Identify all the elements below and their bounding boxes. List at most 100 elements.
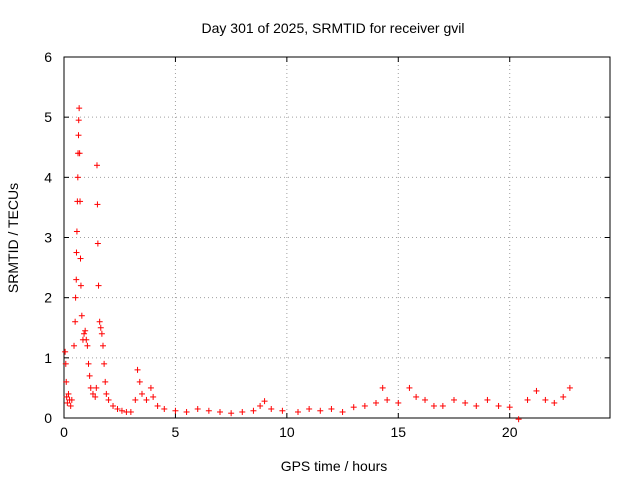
data-point [515, 416, 522, 423]
data-point [63, 378, 70, 385]
y-tick-label: 1 [44, 350, 52, 366]
data-point [228, 410, 235, 417]
data-point [72, 318, 79, 325]
data-point [75, 132, 82, 139]
data-point [462, 399, 469, 406]
data-point [205, 407, 212, 414]
data-point [551, 399, 558, 406]
data-point [114, 405, 121, 412]
data-point [268, 405, 275, 412]
data-point [524, 396, 531, 403]
data-point [495, 402, 502, 409]
data-point [384, 396, 391, 403]
data-point [542, 396, 549, 403]
data-point [62, 360, 69, 367]
x-tick-label: 15 [390, 424, 406, 440]
data-point [78, 312, 85, 319]
x-tick-label: 20 [502, 424, 518, 440]
data-point [257, 402, 264, 409]
data-point [84, 342, 91, 349]
chart-title: Day 301 of 2025, SRMTID for receiver gvi… [202, 20, 465, 36]
data-point [395, 399, 402, 406]
data-point [85, 360, 92, 367]
data-point [143, 396, 150, 403]
data-point [250, 407, 257, 414]
data-point [76, 105, 83, 112]
data-point [77, 198, 84, 205]
data-point [94, 240, 101, 247]
data-point [439, 402, 446, 409]
data-point [100, 342, 106, 349]
data-point [132, 396, 139, 403]
data-point [379, 384, 386, 391]
data-point [67, 402, 74, 409]
data-point [63, 393, 70, 400]
y-tick-label: 0 [44, 410, 52, 426]
data-point [566, 384, 573, 391]
data-point [183, 408, 190, 415]
data-point [64, 399, 71, 406]
data-point [71, 342, 78, 349]
data-point [92, 393, 99, 400]
data-point [533, 387, 540, 394]
y-tick-label: 6 [44, 49, 52, 65]
data-point [150, 393, 157, 400]
data-point [139, 390, 145, 397]
y-tick-label: 3 [44, 230, 52, 246]
data-point [73, 276, 80, 283]
data-point [96, 318, 103, 325]
data-point [105, 396, 112, 403]
data-point [93, 384, 100, 391]
data-point [77, 282, 84, 289]
data-point [373, 399, 379, 406]
data-point [86, 372, 93, 379]
data-point [110, 402, 117, 409]
data-point [93, 162, 100, 169]
data-point [430, 402, 437, 409]
axis-ticks [63, 56, 610, 419]
data-point [484, 396, 491, 403]
data-point [172, 407, 179, 414]
x-tick-label: 10 [279, 424, 295, 440]
data-point [81, 330, 88, 337]
data-point [217, 408, 223, 415]
data-point [76, 150, 83, 157]
x-tick-label: 0 [60, 424, 68, 440]
data-point [97, 324, 104, 331]
data-point [77, 255, 84, 262]
data-point [87, 384, 94, 391]
grid-lines [64, 57, 610, 418]
data-point [83, 336, 90, 343]
data-point [102, 378, 109, 385]
x-tick-labels: 0 5 10 15 20 [60, 424, 518, 440]
data-point [339, 408, 346, 415]
data-point [560, 393, 567, 400]
data-points [62, 105, 573, 423]
data-point [161, 405, 168, 412]
y-axis-label: SRMTID / TECUs [5, 183, 21, 293]
y-tick-label: 2 [44, 290, 52, 306]
data-point [406, 384, 413, 391]
y-tick-label: 5 [44, 109, 52, 125]
data-point [74, 174, 81, 181]
data-point [147, 384, 154, 391]
data-point [73, 228, 80, 235]
data-point [473, 402, 480, 409]
data-point [95, 282, 102, 289]
data-point [68, 396, 75, 403]
data-point [98, 330, 105, 337]
data-point [506, 404, 513, 411]
data-point [101, 360, 108, 367]
x-tick-label: 5 [172, 424, 180, 440]
data-point [103, 390, 110, 397]
data-point [62, 348, 69, 355]
data-point [328, 405, 335, 412]
data-point [261, 398, 268, 405]
data-point [350, 404, 357, 411]
data-point [154, 402, 161, 409]
data-point [75, 117, 82, 124]
data-point [72, 294, 79, 301]
data-point [279, 407, 286, 414]
data-point [295, 408, 301, 415]
